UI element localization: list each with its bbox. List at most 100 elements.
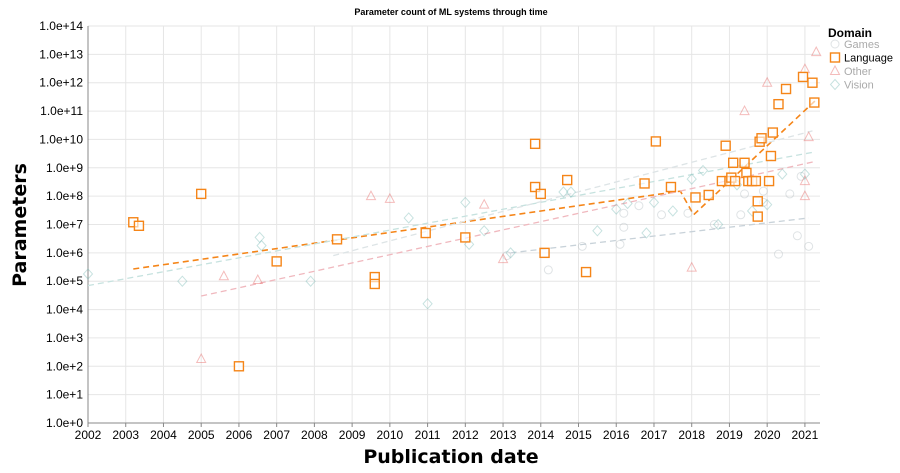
point-language [420, 227, 431, 239]
y-tick-label: 1.0e+4 [46, 303, 83, 317]
series-other [195, 46, 822, 364]
grid [87, 25, 820, 424]
point-language [756, 133, 767, 144]
series-vision [82, 164, 811, 310]
trend-line-other [201, 160, 817, 297]
point-vision [622, 197, 633, 210]
point-language [809, 97, 820, 108]
point-other [497, 253, 509, 264]
point-vision [256, 239, 267, 252]
legend-title: Domain [828, 26, 872, 40]
point-vision [177, 275, 188, 287]
y-tick-label: 1.0e+14 [39, 19, 83, 33]
point-games [683, 208, 693, 218]
point-language [765, 150, 777, 162]
point-language [763, 175, 775, 187]
legend-item-games[interactable]: Games [830, 39, 880, 51]
x-tick-label: 2013 [490, 428, 517, 442]
x-tick-label: 2010 [377, 428, 404, 442]
point-vision [777, 168, 788, 180]
axes: 1.0e+0 1.0e+1 1.0e+2 1.0e+3 1.0e+4 1.0e+5 1.0e… [39, 19, 820, 442]
point-other [739, 105, 750, 116]
x-tick-label: 2005 [188, 428, 215, 442]
x-tick-label: 2009 [339, 428, 366, 442]
point-vision [667, 205, 679, 217]
point-other [384, 192, 396, 203]
x-tick-label: 2012 [452, 428, 479, 442]
point-games [785, 189, 795, 199]
point-vision [648, 196, 660, 209]
point-games [543, 265, 553, 275]
series-games [502, 171, 814, 275]
y-tick-label: 1.0e+8 [46, 189, 83, 203]
point-language [767, 127, 779, 138]
y-tick-label: 1.0e+11 [40, 104, 83, 118]
point-other [478, 198, 490, 209]
point-other [252, 273, 264, 285]
point-vision [422, 298, 433, 310]
series-language [128, 71, 820, 372]
y-tick-label: 1.0e+12 [39, 76, 83, 90]
point-vision [641, 227, 652, 239]
point-vision [697, 164, 709, 177]
x-tick-label: 2018 [678, 428, 705, 442]
y-tick-label: 1.0e+3 [46, 331, 83, 345]
legend-marker-vision [829, 78, 841, 91]
point-vision [799, 168, 811, 180]
point-games [615, 239, 625, 249]
point-language [690, 192, 701, 203]
point-language [271, 256, 282, 267]
point-other [799, 175, 811, 186]
trend-line-vision [87, 151, 813, 287]
point-games [740, 189, 750, 199]
point-games [792, 231, 802, 241]
trend-line-vision [333, 130, 813, 257]
x-tick-label: 2014 [527, 428, 554, 442]
legend-item-other[interactable]: Other [829, 64, 872, 78]
legend-marker-language [829, 52, 841, 63]
data-points [82, 46, 822, 372]
point-vision [479, 225, 490, 237]
point-language [580, 266, 592, 278]
point-language [233, 361, 245, 372]
point-games [657, 210, 667, 220]
legend-label-other: Other [844, 66, 872, 78]
point-language [195, 188, 207, 200]
point-vision [565, 186, 577, 198]
point-games [709, 220, 719, 229]
point-language [729, 175, 741, 187]
point-language [535, 188, 546, 200]
point-vision [82, 268, 94, 280]
y-tick-label: 1.0e+10 [39, 132, 83, 146]
legend-item-vision[interactable]: Vision [829, 78, 874, 92]
x-tick-label: 2015 [565, 428, 592, 442]
x-tick-label: 2003 [112, 428, 139, 442]
point-language [752, 196, 763, 207]
x-tick-label: 2011 [415, 428, 441, 442]
point-vision [746, 205, 758, 217]
legend-marker-other [829, 64, 841, 75]
point-language [539, 247, 550, 259]
x-tick-label: 2019 [716, 428, 743, 442]
trend-line-language [133, 99, 817, 270]
chart-title: Parameter count of ML systems through ti… [354, 7, 547, 17]
y-tick-label: 1.0e+2 [46, 359, 83, 373]
x-tick-label: 2008 [301, 428, 328, 442]
point-vision [460, 196, 471, 209]
point-language [639, 178, 650, 189]
y-tick-label: 1.0e+13 [39, 47, 83, 61]
legend-marker-games [830, 39, 840, 49]
y-tick-label: 1.0e+9 [46, 161, 83, 175]
legend-label-vision: Vision [844, 80, 874, 92]
legend-label-games: Games [844, 39, 880, 51]
point-games [758, 186, 768, 196]
y-axis-title: Parameters [9, 163, 31, 287]
point-games [736, 210, 746, 220]
x-tick-label: 2007 [263, 428, 290, 442]
point-games [577, 241, 587, 251]
legend-item-language[interactable]: Language [829, 52, 893, 65]
y-tick-label: 1.0e+7 [46, 218, 83, 232]
x-tick-label: 2002 [75, 428, 102, 442]
y-tick-label: 1.0e+5 [46, 274, 83, 288]
